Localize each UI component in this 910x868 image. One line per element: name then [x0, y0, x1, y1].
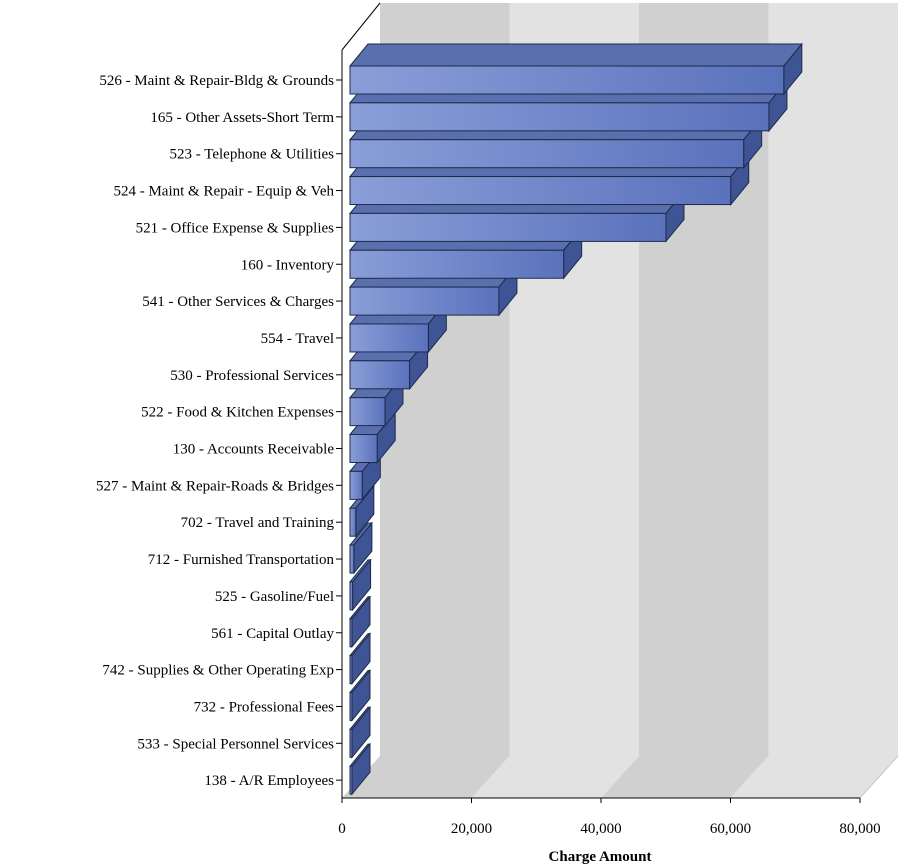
category-label: 541 - Other Services & Charges — [142, 294, 334, 310]
bar-front-face — [349, 397, 386, 427]
bar-front-face — [349, 323, 429, 353]
category-label: 160 - Inventory — [241, 257, 335, 273]
category-labels: 526 - Maint & Repair-Bldg & Grounds 165 -… — [96, 73, 342, 789]
category-label: 523 - Telephone & Utilities — [170, 147, 335, 163]
x-tick-label: 40,000 — [580, 821, 621, 837]
bar-front-face — [349, 507, 357, 537]
bar-front-face — [349, 65, 785, 95]
bar-front-face — [349, 139, 745, 169]
bar — [348, 705, 372, 759]
floor-edge — [859, 755, 899, 799]
bar-front-face — [349, 102, 770, 132]
bar-front-face — [349, 581, 354, 611]
category-label: 732 - Professional Fees — [194, 699, 335, 715]
category-label: 527 - Maint & Repair-Roads & Bridges — [96, 478, 334, 494]
x-tick-label: 80,000 — [839, 821, 880, 837]
bar-front-face — [349, 434, 378, 463]
bar-front-face — [349, 544, 355, 574]
bars — [348, 42, 803, 796]
category-label: 522 - Food & Kitchen Expenses — [141, 405, 334, 421]
category-label: 521 - Office Expense & Supplies — [136, 220, 335, 236]
category-label: 561 - Capital Outlay — [211, 626, 334, 642]
bar-front-face — [349, 360, 411, 390]
bar — [348, 669, 372, 722]
bar — [348, 742, 372, 796]
x-tick-label: 0 — [338, 821, 346, 837]
category-label: 165 - Other Assets-Short Term — [150, 110, 334, 126]
bar-top-face — [348, 43, 803, 67]
bar — [348, 42, 803, 96]
bar — [348, 595, 372, 649]
bar-front-face — [349, 176, 732, 206]
x-tick-label: 60,000 — [710, 821, 751, 837]
category-label: 742 - Supplies & Other Operating Exp — [102, 663, 334, 679]
category-label: 554 - Travel — [261, 331, 334, 347]
bar-front-face — [349, 618, 353, 648]
y-axis-depth-line — [341, 2, 381, 51]
x-tick-labels: 0 20,000 40,000 60,000 80,000 — [338, 821, 880, 837]
category-label: 526 - Maint & Repair-Bldg & Grounds — [99, 73, 334, 89]
x-tick-label: 20,000 — [451, 821, 492, 837]
x-axis-title: Charge Amount — [549, 849, 652, 865]
category-label: 530 - Professional Services — [170, 368, 334, 384]
category-label: 702 - Travel and Training — [181, 515, 335, 531]
bar-front-face — [349, 286, 500, 316]
wall-band — [730, 3, 898, 798]
bar-front-face — [349, 249, 565, 279]
bar — [348, 521, 373, 575]
bar-front-face — [349, 655, 353, 685]
bar-front-face — [349, 470, 363, 500]
bar — [348, 558, 372, 612]
category-label: 130 - Accounts Receivable — [173, 442, 335, 458]
category-label: 138 - A/R Employees — [204, 773, 334, 789]
axes — [341, 2, 861, 803]
bar — [348, 632, 372, 686]
category-label: 525 - Gasoline/Fuel — [215, 589, 334, 605]
bar-front-face — [349, 728, 353, 758]
bar-front-face — [349, 691, 353, 721]
bar-front-face — [349, 212, 667, 242]
category-label: 524 - Maint & Repair - Equip & Veh — [113, 184, 334, 200]
bar-front-face — [349, 765, 353, 795]
category-label: 712 - Furnished Transportation — [148, 552, 335, 568]
category-label: 533 - Special Personnel Services — [137, 736, 334, 752]
